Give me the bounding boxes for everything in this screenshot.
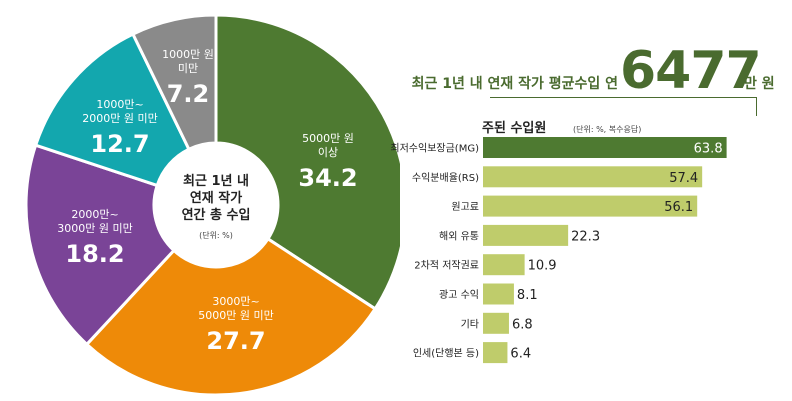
bar-value-label: 6.8 bbox=[512, 317, 533, 332]
slice-label-line1: 5000만 원 bbox=[302, 132, 354, 145]
income-donut-chart: 5000만 원이상 34.2 3000만~5000만 원 미만 27.7 2000만~3… bbox=[24, 13, 400, 397]
bar-category-label: 원고료 bbox=[451, 201, 479, 213]
bar-value-label: 8.1 bbox=[517, 288, 538, 303]
bar-category-label: 인세(단행본 등) bbox=[413, 348, 479, 360]
slice-value: 34.2 bbox=[298, 164, 357, 192]
donut-center-hole bbox=[154, 143, 278, 267]
slice-label-line1: 2000만~ bbox=[71, 208, 118, 221]
bar bbox=[483, 283, 514, 305]
header-unit: 만 원 bbox=[744, 76, 775, 92]
donut-slice bbox=[24, 143, 176, 347]
average-income-header: 최근 1년 내 연재 작가 평균수입 연 6477 만 원 bbox=[412, 41, 788, 101]
slice-value: 7.2 bbox=[167, 80, 210, 108]
center-title-line2: 연재 작가 bbox=[190, 190, 242, 206]
header-prefix: 최근 1년 내 연재 작가 평균수입 연 bbox=[411, 76, 618, 92]
slice-label-line1: 1000만 원 bbox=[162, 48, 214, 61]
center-title-line1: 최근 1년 내 bbox=[183, 173, 249, 189]
slice-label-line2: 5000만 원 미만 bbox=[198, 309, 273, 322]
bar-value-label: 57.4 bbox=[669, 171, 698, 186]
bar-category-label: 2차적 저작권료 bbox=[414, 260, 479, 272]
bar bbox=[483, 342, 508, 364]
bar bbox=[483, 195, 698, 217]
slice-label-line1: 3000만~ bbox=[212, 295, 259, 308]
bar-value-label: 63.8 bbox=[694, 142, 723, 157]
slice-label-line2: 2000만 원 미만 bbox=[82, 112, 157, 125]
bar-value-label: 6.4 bbox=[510, 347, 531, 362]
bar-chart-unit: (단위: %, 복수응답) bbox=[573, 124, 641, 134]
bar-chart-title: 주된 수입원 bbox=[482, 121, 546, 136]
bar bbox=[483, 312, 509, 334]
slice-label-line2: 미만 bbox=[178, 62, 198, 75]
bar-category-label: 광고 수익 bbox=[439, 289, 479, 301]
income-source-bar-chart: 주된 수입원 (단위: %, 복수응답) 최저수익보장금(MG) 63.8 수익분배율(… bbox=[390, 121, 727, 364]
bar bbox=[483, 166, 703, 188]
bar bbox=[483, 137, 727, 158]
bar-category-label: 해외 유통 bbox=[439, 229, 479, 242]
slice-value: 18.2 bbox=[65, 240, 124, 268]
header-value: 6477 bbox=[620, 41, 762, 101]
slice-label-line1: 1000만~ bbox=[96, 98, 143, 111]
bar bbox=[483, 254, 525, 276]
slice-label-line2: 3000만 원 미만 bbox=[57, 222, 132, 235]
bar-value-label: 56.1 bbox=[664, 200, 693, 215]
bar-value-label: 22.3 bbox=[571, 229, 600, 244]
bar-value-label: 10.9 bbox=[528, 259, 557, 274]
bar-category-label: 수익분배율(RS) bbox=[412, 172, 479, 184]
slice-label-line2: 이상 bbox=[318, 146, 338, 159]
center-title-line3: 연간 총 수입 bbox=[182, 207, 251, 223]
bar-category-label: 최저수익보장금(MG) bbox=[390, 143, 479, 155]
slice-value: 12.7 bbox=[90, 130, 149, 158]
slice-value: 27.7 bbox=[206, 327, 265, 355]
header-connector-line bbox=[490, 97, 757, 116]
center-unit: (단위: %) bbox=[199, 230, 233, 240]
bar-category-label: 기타 bbox=[461, 318, 479, 330]
bar bbox=[483, 224, 569, 246]
